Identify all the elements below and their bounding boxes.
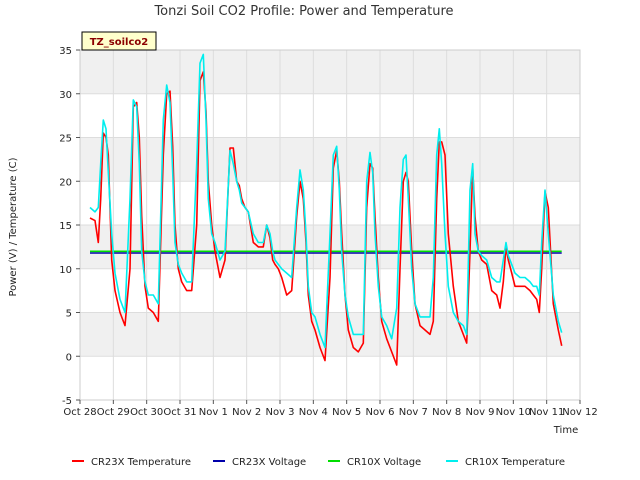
y-tick-label: 0 (66, 352, 72, 363)
annotation-text: TZ_soilco2 (90, 37, 149, 48)
x-tick-label: Nov 10 (496, 407, 531, 418)
plot-band (80, 50, 580, 94)
legend-label: CR10X Voltage (347, 457, 421, 468)
x-tick-label: Nov 2 (232, 407, 261, 418)
series-layer (89, 53, 563, 366)
x-tick-label: Nov 1 (199, 407, 228, 418)
y-tick-label: 25 (59, 134, 72, 145)
x-tick-label: Nov 5 (332, 407, 361, 418)
x-tick-label: Nov 6 (365, 407, 394, 418)
y-tick-label: 30 (59, 90, 72, 101)
x-tick-label: Oct 31 (163, 407, 196, 418)
annotation-background (81, 31, 157, 51)
plot-band (80, 312, 580, 357)
legend-label: CR23X Voltage (232, 457, 306, 468)
plot-band (80, 137, 580, 182)
x-tick-label: Nov 11 (529, 407, 564, 418)
legend-label: CR10X Temperature (465, 457, 565, 468)
x-tick-label: Oct 29 (97, 407, 130, 418)
y-tick-label: 35 (59, 46, 72, 57)
y-tick-label: 10 (59, 265, 72, 276)
x-axis-label: Time (553, 425, 578, 436)
series-line-cr10x-temperature (89, 53, 563, 349)
y-tick-label: 5 (66, 309, 72, 320)
x-tick-label: Nov 4 (299, 407, 328, 418)
x-tick-label: Nov 12 (562, 407, 597, 418)
annotation-box: TZ_soilco2 (81, 31, 157, 51)
x-tick-label: Nov 3 (265, 407, 294, 418)
y-tick-label: 20 (59, 177, 72, 188)
y-tick-label: -5 (62, 396, 72, 407)
y-tick-label: 15 (59, 221, 72, 232)
x-tick-label: Oct 28 (63, 407, 96, 418)
chart-title: Tonzi Soil CO2 Profile: Power and Temper… (153, 4, 453, 19)
x-tick-label: Nov 7 (399, 407, 428, 418)
x-tick-label: Nov 8 (432, 407, 461, 418)
x-tick-label: Oct 30 (130, 407, 163, 418)
legend: CR23X Temperature CR23X Voltage CR10X Volt… (72, 457, 565, 468)
x-axis-ticks: Oct 28 Oct 29 Oct 30 Oct 31 Nov 1 Nov 2 Nov 3 N… (63, 400, 598, 418)
y-axis-ticks: -5 0 5 10 15 20 25 30 35 (59, 46, 80, 407)
legend-label: CR23X Temperature (91, 457, 191, 468)
y-axis-label: Power (V) / Temperature (C) (8, 157, 19, 296)
x-tick-label: Nov 9 (465, 407, 494, 418)
